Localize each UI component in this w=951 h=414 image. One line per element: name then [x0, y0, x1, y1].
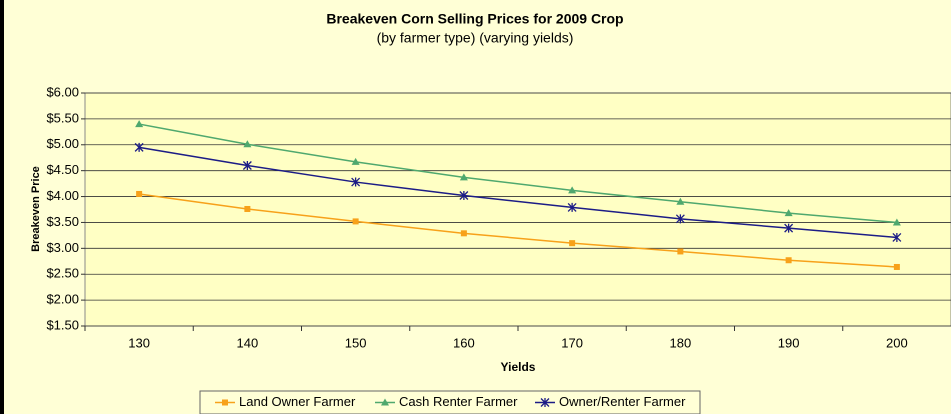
- legend-label: Owner/Renter Farmer: [559, 394, 686, 409]
- marker: [243, 140, 252, 148]
- marker: [785, 257, 792, 264]
- y-tick-label: $2.50: [46, 266, 79, 281]
- marker: [351, 157, 360, 165]
- y-tick-label: $3.50: [46, 214, 79, 229]
- x-tick-label: 170: [561, 335, 583, 350]
- x-tick-label: 150: [345, 335, 367, 350]
- x-tick-label: 130: [128, 335, 150, 350]
- y-tick-label: $5.00: [46, 136, 79, 151]
- marker: [677, 248, 684, 255]
- marker: [381, 398, 389, 406]
- marker: [568, 186, 577, 194]
- marker: [244, 205, 251, 212]
- chart-subtitle: (by farmer type) (varying yields): [377, 30, 574, 46]
- y-tick-label: $3.00: [46, 240, 79, 255]
- marker: [136, 190, 143, 197]
- x-tick-label: 200: [886, 335, 908, 350]
- marker: [459, 191, 469, 201]
- marker: [460, 230, 467, 237]
- y-tick-label: $4.00: [46, 188, 79, 203]
- marker: [135, 120, 144, 128]
- x-tick-label: 160: [453, 335, 475, 350]
- series-line: [138, 123, 897, 224]
- legend-label: Cash Renter Farmer: [399, 394, 518, 409]
- x-tick-label: 180: [670, 335, 692, 350]
- x-tick-label: 140: [237, 335, 259, 350]
- marker: [676, 197, 685, 205]
- legend-label: Land Owner Farmer: [239, 394, 356, 409]
- y-tick-label: $5.50: [46, 110, 79, 125]
- marker: [892, 218, 901, 226]
- marker: [540, 398, 550, 407]
- x-tick-label: 190: [778, 335, 800, 350]
- marker: [784, 223, 794, 233]
- plot-area: [84, 92, 951, 327]
- marker: [892, 232, 902, 242]
- y-tick-label: $2.00: [46, 292, 79, 307]
- frame-edge: [0, 0, 4, 414]
- chart-title: Breakeven Corn Selling Prices for 2009 C…: [326, 11, 623, 27]
- x-axis-label: Yields: [501, 360, 536, 374]
- series-line: [139, 146, 897, 239]
- y-axis-label: Breakeven Price: [30, 166, 42, 252]
- marker: [567, 202, 577, 212]
- marker: [222, 399, 228, 406]
- series-line: [139, 193, 897, 268]
- legend: [199, 390, 701, 414]
- y-tick-label: $4.50: [46, 162, 79, 177]
- marker: [459, 173, 468, 181]
- y-tick-label: $1.50: [46, 317, 79, 332]
- y-tick-label: $6.00: [46, 84, 79, 99]
- marker: [784, 209, 793, 217]
- marker: [893, 263, 900, 270]
- marker: [675, 214, 685, 224]
- marker: [134, 142, 144, 152]
- marker: [352, 218, 359, 225]
- marker: [569, 240, 576, 247]
- marker: [242, 160, 252, 170]
- marker: [351, 177, 361, 187]
